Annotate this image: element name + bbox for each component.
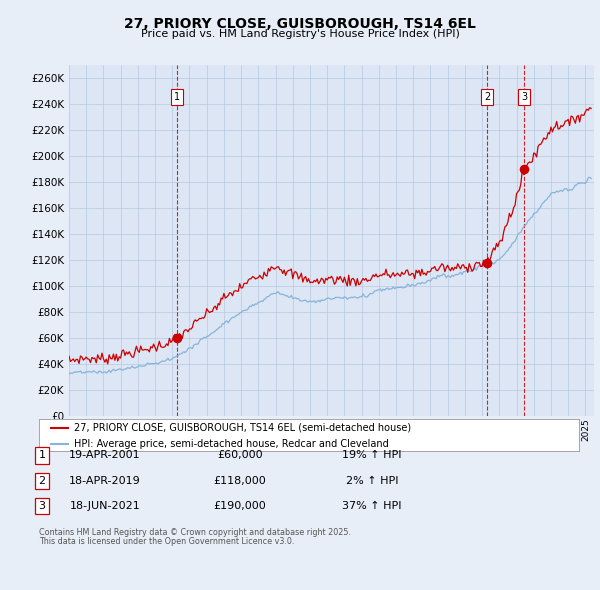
Text: 1: 1 [38,451,46,460]
Text: 2: 2 [38,476,46,486]
Text: Price paid vs. HM Land Registry's House Price Index (HPI): Price paid vs. HM Land Registry's House … [140,30,460,39]
Text: £118,000: £118,000 [214,476,266,486]
Text: 3: 3 [38,501,46,510]
Point [482,258,492,267]
Text: This data is licensed under the Open Government Licence v3.0.: This data is licensed under the Open Gov… [39,537,295,546]
Point [172,333,182,343]
Text: 3: 3 [521,93,527,103]
Text: HPI: Average price, semi-detached house, Redcar and Cleveland: HPI: Average price, semi-detached house,… [74,439,389,449]
Text: 1: 1 [174,93,181,103]
Text: 18-JUN-2021: 18-JUN-2021 [70,501,140,510]
Text: 27, PRIORY CLOSE, GUISBOROUGH, TS14 6EL: 27, PRIORY CLOSE, GUISBOROUGH, TS14 6EL [124,17,476,31]
Text: 2% ↑ HPI: 2% ↑ HPI [346,476,398,486]
Text: 18-APR-2019: 18-APR-2019 [69,476,141,486]
Text: 2: 2 [484,93,490,103]
Text: 27, PRIORY CLOSE, GUISBOROUGH, TS14 6EL (semi-detached house): 27, PRIORY CLOSE, GUISBOROUGH, TS14 6EL … [74,423,411,433]
Text: £190,000: £190,000 [214,501,266,510]
Text: 19-APR-2001: 19-APR-2001 [69,451,141,460]
Text: Contains HM Land Registry data © Crown copyright and database right 2025.: Contains HM Land Registry data © Crown c… [39,527,351,537]
Point [520,164,529,173]
Text: £60,000: £60,000 [217,451,263,460]
Text: 37% ↑ HPI: 37% ↑ HPI [342,501,402,510]
Text: 19% ↑ HPI: 19% ↑ HPI [342,451,402,460]
